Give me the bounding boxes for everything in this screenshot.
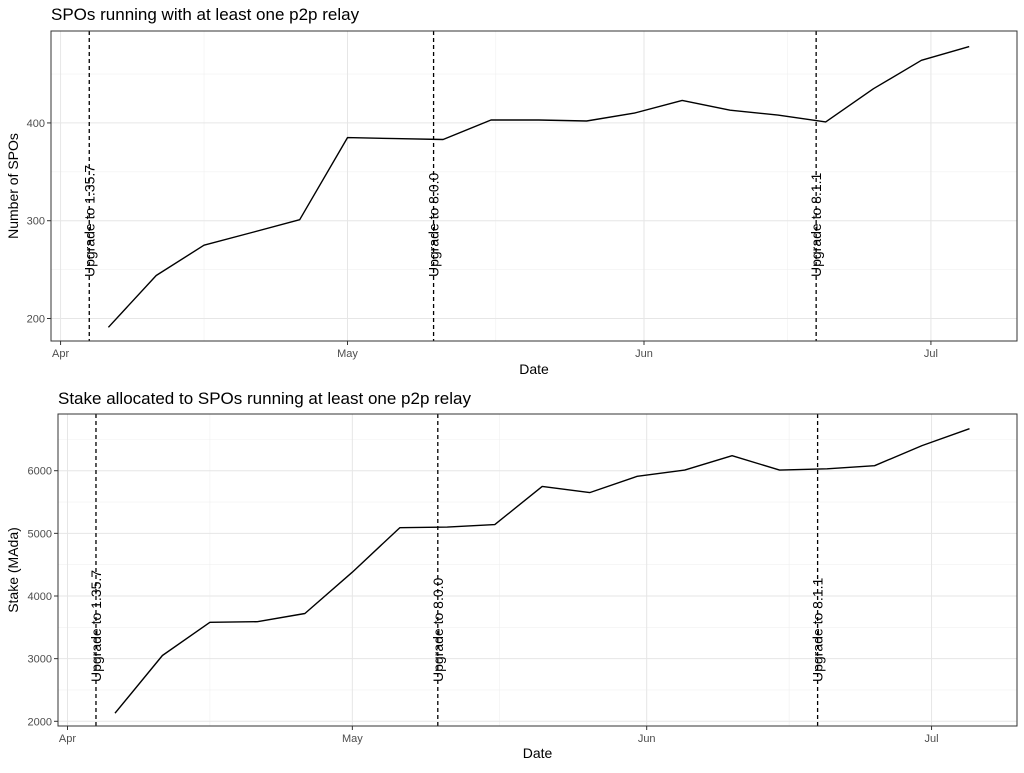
data-point (541, 485, 544, 488)
x-tick-label: Jun (635, 348, 653, 360)
upgrade-annotation: Upgrade to 8.0.0 (430, 577, 446, 682)
upgrade-annotation: Upgrade to 8.1.1 (808, 172, 824, 277)
x-tick-label: Apr (52, 348, 69, 360)
data-point (872, 87, 875, 90)
series-line (114, 428, 970, 714)
data-point (588, 491, 591, 494)
data-point (824, 120, 827, 123)
plot-border (57, 413, 1018, 727)
chart-panel-top: Upgrade to 1.35.7 Upgrade to 8.0.0 Upgrade… (5, 5, 1018, 377)
plot-border (50, 30, 1018, 342)
y-tick-label: 400 (27, 118, 45, 130)
data-point (683, 468, 686, 471)
upgrade-annotation: Upgrade to 1.35.7 (81, 165, 97, 277)
data-point (968, 427, 971, 430)
y-tick-label: 5000 (28, 528, 52, 540)
upgrade-annotation: Upgrade to 1.35.7 (88, 570, 104, 682)
x-axis-label: Date (523, 745, 553, 761)
data-point (585, 119, 588, 122)
data-point (303, 612, 306, 615)
data-point (113, 712, 116, 715)
data-point (256, 620, 259, 623)
data-point (446, 525, 449, 528)
data-point (537, 118, 540, 121)
y-axis-label: Number of SPOs (5, 133, 21, 239)
chart-title: SPOs running with at least one p2p relay (51, 5, 360, 24)
y-tick-label: 4000 (28, 591, 52, 603)
data-point (778, 468, 781, 471)
data-point (202, 244, 205, 247)
y-axis-label: Stake (MAda) (5, 527, 21, 613)
x-tick-label: May (337, 348, 358, 360)
data-point (442, 138, 445, 141)
x-tick-label: Jun (638, 733, 656, 745)
data-point (825, 467, 828, 470)
data-point (731, 454, 734, 457)
data-point (681, 99, 684, 102)
x-axis-label: Date (519, 361, 549, 377)
data-point (873, 464, 876, 467)
data-point (920, 59, 923, 62)
data-point (728, 109, 731, 112)
upgrade-annotation: Upgrade to 8.0.0 (426, 172, 442, 277)
y-tick-label: 2000 (28, 716, 52, 728)
chart-title: Stake allocated to SPOs running at least… (58, 389, 471, 408)
data-point (636, 475, 639, 478)
x-tick-label: May (342, 733, 363, 745)
series-line (107, 45, 970, 328)
x-tick-label: Jul (924, 348, 938, 360)
data-point (493, 523, 496, 526)
data-point (346, 136, 349, 139)
data-point (398, 526, 401, 529)
x-tick-label: Apr (59, 733, 76, 745)
plot-background (51, 31, 1017, 341)
data-point (968, 45, 971, 48)
data-point (633, 112, 636, 115)
y-tick-label: 300 (27, 216, 45, 228)
data-point (107, 326, 110, 329)
data-point (351, 571, 354, 574)
data-point (208, 621, 211, 624)
y-tick-label: 200 (27, 314, 45, 326)
data-point (394, 137, 397, 140)
x-tick-label: Jul (925, 733, 939, 745)
chart-panel-bottom: Upgrade to 1.35.7 Upgrade to 8.0.0 Upgrade… (5, 389, 1018, 761)
y-tick-label: 3000 (28, 654, 52, 666)
data-point (920, 444, 923, 447)
data-point (489, 118, 492, 121)
data-point (776, 114, 779, 117)
data-point (161, 654, 164, 657)
data-point (250, 231, 253, 234)
upgrade-annotation: Upgrade to 8.1.1 (810, 577, 826, 682)
plot-background (58, 414, 1017, 726)
data-point (155, 274, 158, 277)
y-tick-label: 6000 (28, 466, 52, 478)
data-point (298, 218, 301, 221)
